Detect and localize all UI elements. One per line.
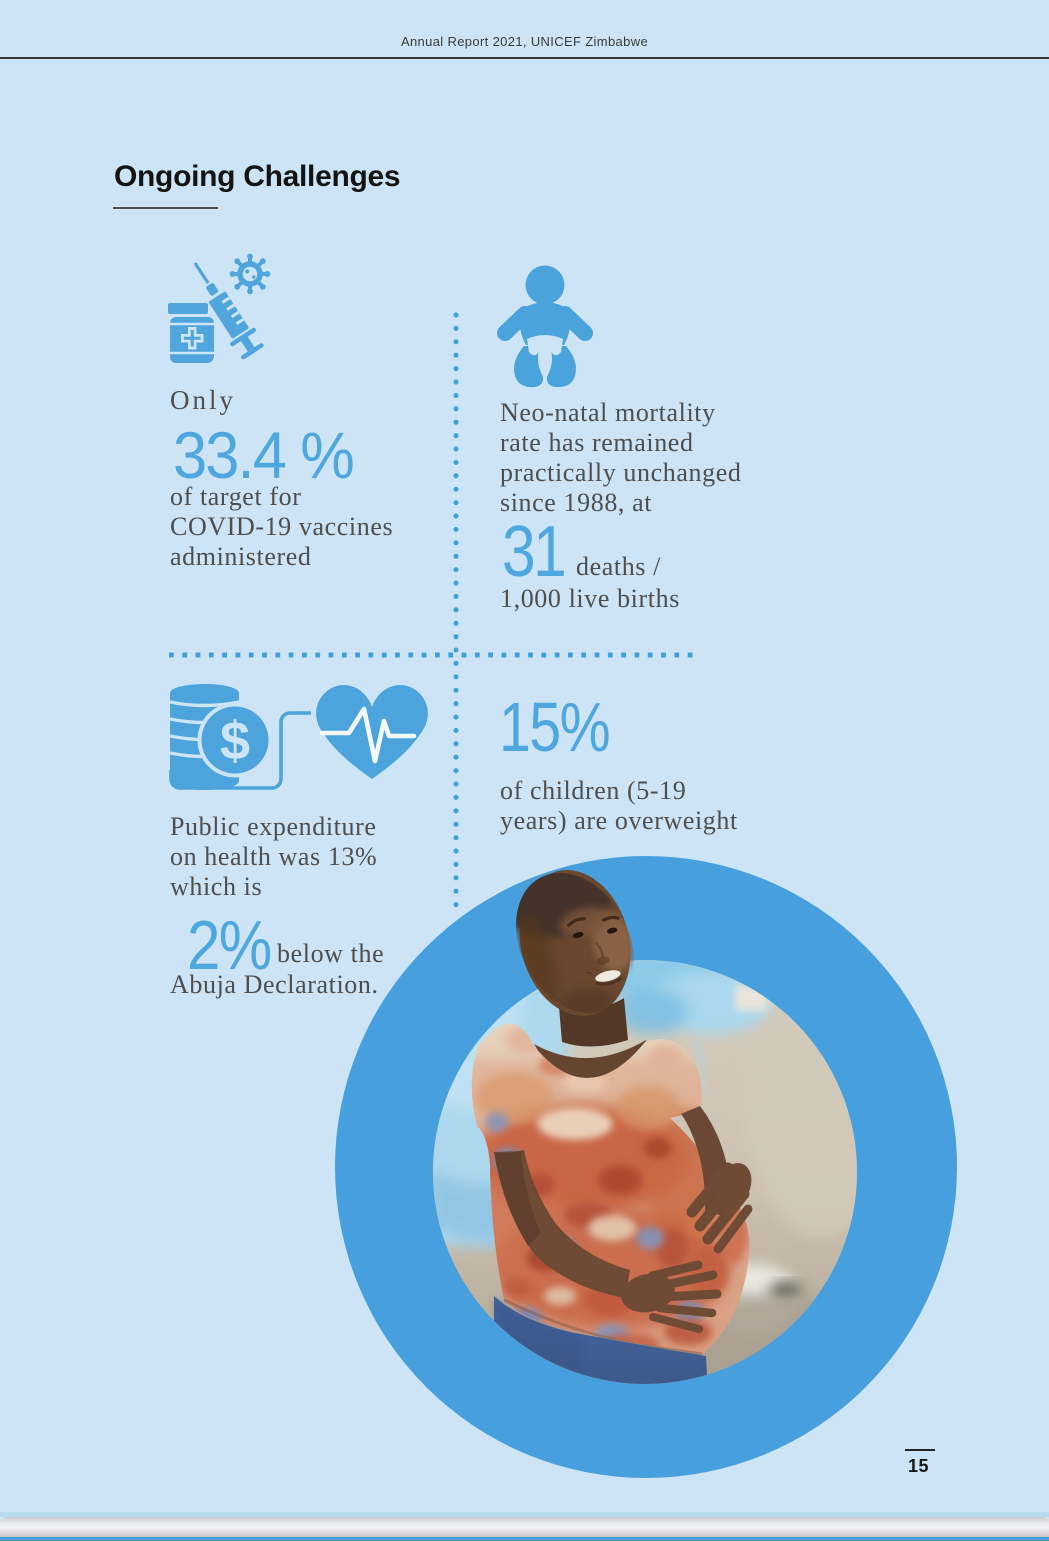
svg-text:$: $ [220,711,250,771]
